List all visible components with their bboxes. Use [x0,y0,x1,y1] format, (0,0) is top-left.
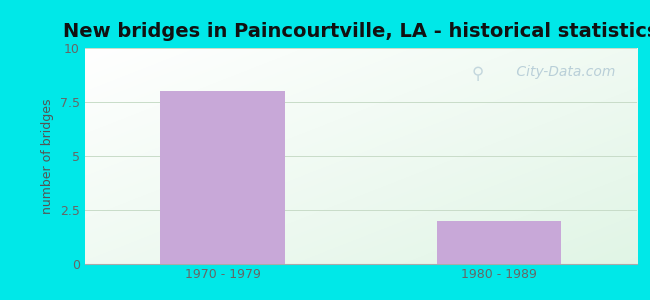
Bar [161,91,285,264]
Bar [437,221,561,264]
Title: New bridges in Paincourtville, LA - historical statistics: New bridges in Paincourtville, LA - hist… [63,22,650,41]
Y-axis label: number of bridges: number of bridges [41,98,54,214]
Text: ⚲: ⚲ [471,65,484,83]
Text: City-Data.com: City-Data.com [512,65,615,79]
